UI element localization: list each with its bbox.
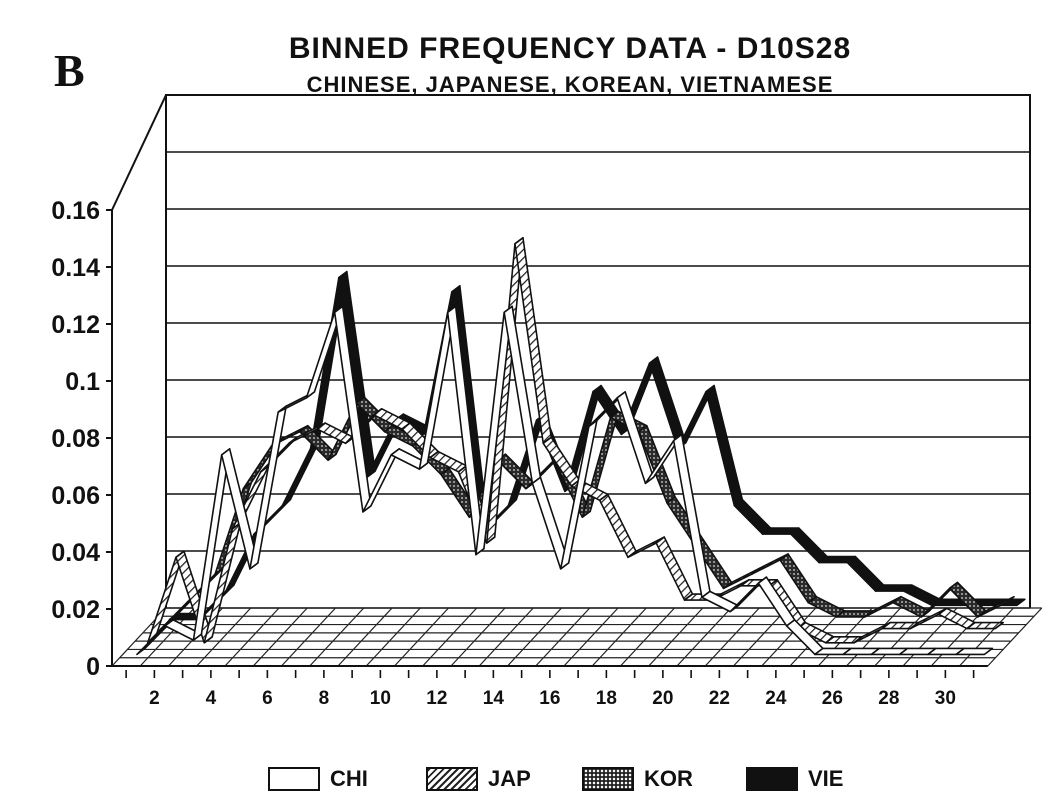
x-tick-label: 16 <box>539 688 560 709</box>
panel-label: B <box>54 45 85 96</box>
series-segment <box>846 555 885 592</box>
y-tick-label: 0 <box>86 653 100 681</box>
x-tick-label: 4 <box>206 688 217 709</box>
floor-column-line <box>591 607 647 667</box>
x-tick-label: 30 <box>935 688 956 709</box>
floor-column-line <box>620 607 675 667</box>
x-tick-label: 24 <box>765 688 787 709</box>
series-segment <box>807 595 846 618</box>
x-tick-label: 6 <box>262 688 273 709</box>
x-tick-label: 10 <box>370 688 391 709</box>
floor-column-line <box>394 607 449 667</box>
legend-label-kor: KOR <box>644 766 693 791</box>
legend-swatch-chi <box>268 767 320 791</box>
y-tick-label: 0.12 <box>51 311 100 339</box>
floor-column-line <box>535 607 591 667</box>
legend-item-chi: CHI <box>268 762 368 796</box>
floor-column-line <box>987 607 1043 667</box>
x-tick-label: 12 <box>426 688 447 709</box>
y-tick-label: 0.02 <box>51 596 100 624</box>
floor-column-line <box>930 607 986 667</box>
legend-label-vie: VIE <box>808 766 844 791</box>
floor-column-line <box>450 607 506 667</box>
floor-column-line <box>281 607 336 667</box>
legend-label-chi: CHI <box>330 766 368 791</box>
legend-swatch-vie <box>746 767 798 791</box>
series-segment <box>655 536 694 601</box>
y-tick-label: 0.16 <box>51 197 100 225</box>
series-segment <box>733 498 772 535</box>
series-segment <box>790 527 828 564</box>
chart-plot: 00.020.040.060.080.10.120.140.162 4 6 8 10 12… <box>51 94 1043 709</box>
floor-column-line <box>422 607 478 667</box>
series-segment <box>281 441 320 507</box>
series-segment <box>955 647 994 656</box>
series-chi <box>136 305 994 656</box>
floor-column-line <box>761 607 817 667</box>
floor-column-line <box>733 607 788 667</box>
series-segment <box>976 595 1015 618</box>
x-tick-label: 26 <box>822 688 843 709</box>
x-tick-label: 2 <box>149 688 160 709</box>
floor-column-line <box>874 607 930 667</box>
x-tick-label: 14 <box>483 688 505 709</box>
side-wall-top-edge <box>111 94 167 211</box>
floor-column-line <box>337 607 393 667</box>
floor-column-line <box>704 607 760 667</box>
y-tick-label: 0.08 <box>51 425 100 453</box>
x-tick-label: 20 <box>652 688 673 709</box>
chart-legend: CHI JAP KOR VIE <box>0 762 1054 802</box>
floor-column-line <box>224 607 280 667</box>
floor-column-line <box>252 607 308 667</box>
floor-column-line <box>648 607 704 667</box>
legend-item-kor: KOR <box>582 762 693 796</box>
y-tick-label: 0.06 <box>51 482 100 510</box>
legend-label-jap: JAP <box>488 766 531 791</box>
floor-column-line <box>676 607 732 667</box>
floor-column-line <box>365 607 421 667</box>
x-tick-label: 18 <box>596 688 617 709</box>
floor-column-line <box>959 607 1014 667</box>
floor-column-line <box>309 607 365 667</box>
series-vie <box>168 270 1026 621</box>
back-wall <box>165 94 1031 608</box>
legend-item-jap: JAP <box>426 762 531 796</box>
series-segment <box>966 621 1005 630</box>
legend-swatch-kor <box>582 767 634 791</box>
y-tick-label: 0.04 <box>51 539 100 567</box>
x-tick-label: 8 <box>319 688 330 709</box>
x-tick-label: 28 <box>878 688 899 709</box>
floor-column-line <box>507 607 562 667</box>
x-tick-label: 22 <box>709 688 730 709</box>
chart-subtitle: CHINESE, JAPANESE, KOREAN, VIETNAMESE <box>306 72 834 97</box>
series-segment <box>937 607 976 630</box>
floor-column-line <box>196 607 252 667</box>
y-tick-label: 0.14 <box>51 254 100 282</box>
y-tick-label: 0.1 <box>65 368 100 396</box>
floor-column-line <box>478 607 534 667</box>
floor-column-line <box>563 607 619 667</box>
floor-column-line <box>846 607 901 667</box>
legend-swatch-jap <box>426 767 478 791</box>
legend-item-vie: VIE <box>746 762 843 796</box>
series-segment <box>705 384 744 507</box>
series-segment <box>598 493 637 559</box>
chart-title: BINNED FREQUENCY DATA - D10S28 <box>288 32 852 65</box>
